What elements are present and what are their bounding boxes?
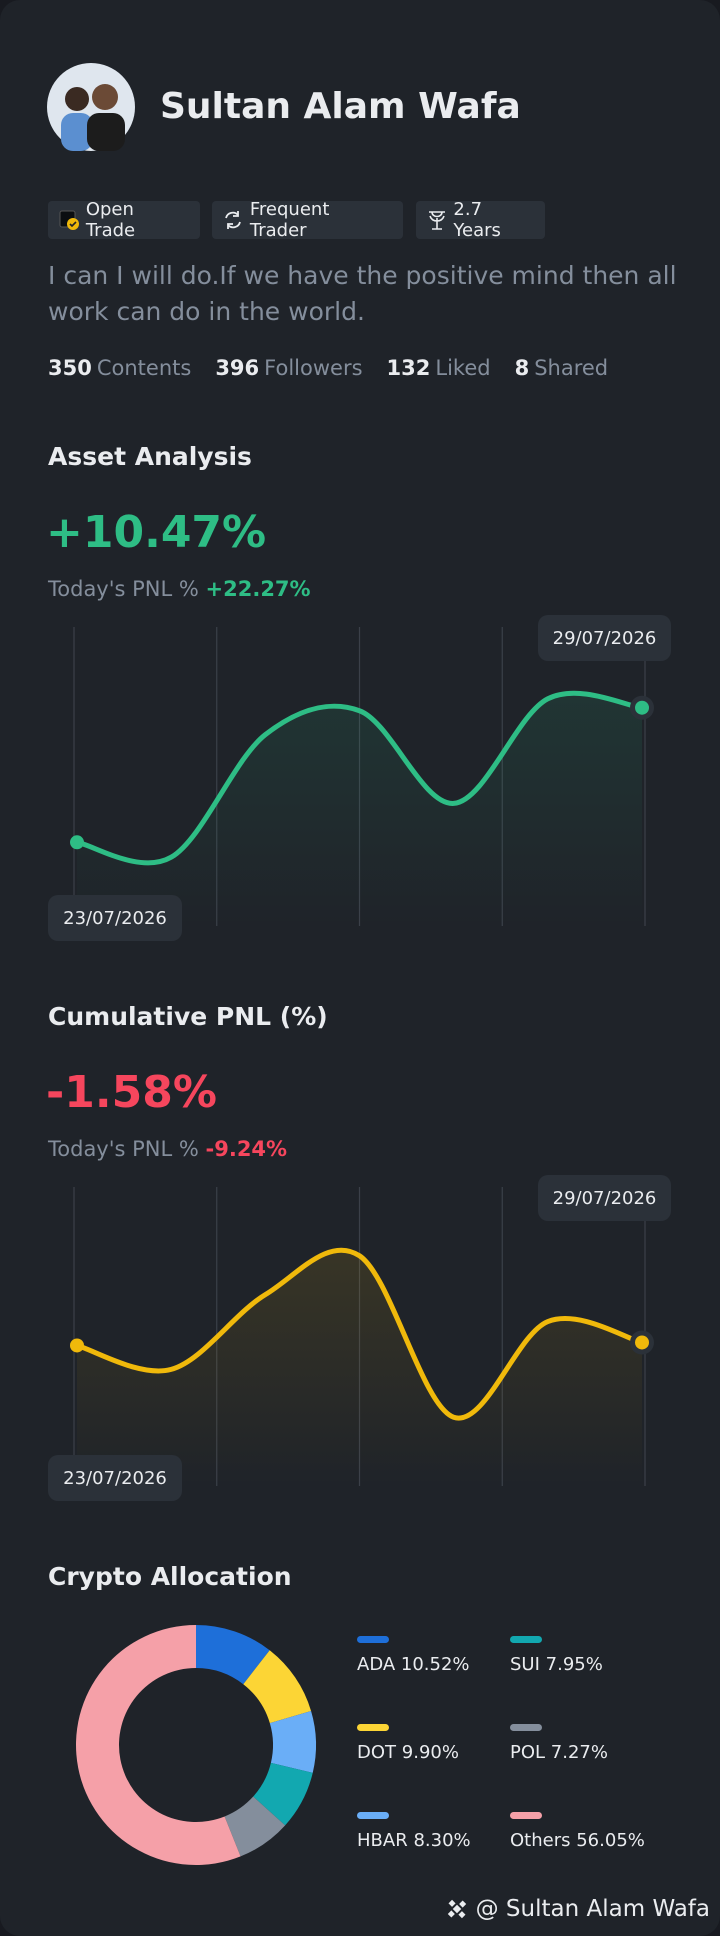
legend-swatch bbox=[510, 1812, 542, 1819]
stat-value: 350 bbox=[48, 356, 92, 380]
avatar bbox=[47, 63, 135, 151]
legend-label: SUI bbox=[510, 1654, 540, 1675]
donut-slice bbox=[269, 1710, 317, 1773]
stat-value: 396 bbox=[215, 356, 260, 380]
stat-value: 8 bbox=[514, 356, 530, 380]
stat-label: Liked bbox=[435, 356, 491, 380]
badge-icon bbox=[59, 210, 79, 230]
footer-text: @ Sultan Alam Wafa bbox=[475, 1896, 710, 1922]
pnl-label: Today's PNL % bbox=[47, 577, 199, 601]
legend-swatch bbox=[357, 1636, 389, 1643]
stats: 350 Contents 396 Followers 132 Liked 8 Shared bbox=[48, 356, 608, 380]
legend-entry: DOT 9.90% bbox=[357, 1742, 459, 1763]
stat-label: Contents bbox=[96, 356, 192, 380]
donut-slice bbox=[243, 1650, 312, 1724]
tooltip bbox=[48, 895, 182, 941]
point bbox=[70, 835, 84, 850]
legend-label: POL bbox=[510, 1742, 545, 1763]
stat: 396 Followers bbox=[215, 356, 362, 380]
tooltip bbox=[538, 615, 671, 661]
tooltip-date: 29/07/2026 bbox=[553, 628, 657, 649]
donut-slice bbox=[196, 1625, 270, 1685]
legend-label: Others bbox=[510, 1830, 571, 1851]
line bbox=[74, 1247, 645, 1421]
bio: I can I will do.If we have the positive … bbox=[48, 261, 677, 326]
stat-label: Followers bbox=[264, 356, 363, 380]
donut-slice bbox=[253, 1762, 313, 1826]
stat-label: Shared bbox=[534, 356, 609, 380]
pnl: Today's PNL % +22.27% bbox=[47, 577, 311, 601]
stat-value: 132 bbox=[386, 356, 431, 380]
legend-entry: HBAR 8.30% bbox=[357, 1830, 471, 1851]
profile-name: Sultan Alam Wafa bbox=[160, 86, 521, 127]
legend-label: HBAR bbox=[357, 1830, 408, 1851]
legend-swatch bbox=[510, 1724, 542, 1731]
legend-label: ADA bbox=[357, 1654, 396, 1675]
tooltip bbox=[48, 1455, 182, 1501]
footer: @ Sultan Alam Wafa bbox=[444, 1896, 710, 1922]
legend-value: 8.30% bbox=[413, 1830, 470, 1851]
legend-value: 7.27% bbox=[551, 1742, 608, 1763]
badge-icon bbox=[429, 211, 445, 230]
badge: Frequent Trader bbox=[212, 199, 403, 241]
stat: 350 Contents bbox=[48, 356, 191, 380]
legend-label: DOT bbox=[357, 1742, 397, 1763]
tooltip-date: 23/07/2026 bbox=[63, 908, 167, 929]
legend-value: 7.95% bbox=[546, 1654, 603, 1675]
tooltip-date: 29/07/2026 bbox=[553, 1188, 657, 1209]
donut-slice bbox=[76, 1625, 241, 1865]
legend-entry: SUI 7.95% bbox=[510, 1654, 603, 1675]
stat: 8 Shared bbox=[515, 356, 609, 380]
logo bbox=[447, 1899, 466, 1919]
pnl-value: -9.24% bbox=[206, 1137, 288, 1161]
donut-slice bbox=[224, 1796, 286, 1857]
legend-entry: Others 56.05% bbox=[510, 1830, 645, 1851]
legend-swatch bbox=[357, 1812, 389, 1819]
area bbox=[77, 1250, 642, 1486]
legend-swatch bbox=[357, 1724, 389, 1731]
legend-value: 10.52% bbox=[401, 1654, 470, 1675]
charts: Asset Analysis +10.47% Today's PNL % +22.2… bbox=[46, 442, 671, 1865]
legend-entry: POL 7.27% bbox=[510, 1742, 608, 1763]
point bbox=[635, 1335, 649, 1350]
badge-label: Open Trade bbox=[85, 199, 136, 241]
pnl-label: Today's PNL % bbox=[47, 1137, 199, 1161]
legend-swatch bbox=[510, 1636, 542, 1643]
area bbox=[77, 693, 642, 926]
point bbox=[635, 700, 649, 715]
tooltip-date: 23/07/2026 bbox=[63, 1468, 167, 1489]
headline: -1.58% bbox=[46, 1067, 217, 1118]
point bbox=[70, 1338, 84, 1353]
badge: 2.7 Years bbox=[416, 199, 545, 241]
section-title: Asset Analysis bbox=[48, 442, 252, 471]
section-title: Cumulative PNL (%) bbox=[48, 1002, 328, 1031]
badge-label: 2.7 Years bbox=[453, 199, 501, 241]
badge-icon bbox=[225, 211, 241, 229]
tooltip bbox=[538, 1175, 671, 1221]
legend-entry: ADA 10.52% bbox=[357, 1654, 470, 1675]
badge: Open Trade bbox=[48, 199, 200, 241]
legend-value: 56.05% bbox=[576, 1830, 645, 1851]
headline: +10.47% bbox=[46, 507, 266, 558]
legend-value: 9.90% bbox=[402, 1742, 459, 1763]
badge-label: Frequent Trader bbox=[249, 199, 330, 241]
pnl: Today's PNL % -9.24% bbox=[47, 1137, 287, 1161]
stat: 132 Liked bbox=[387, 356, 491, 380]
section-title: Crypto Allocation bbox=[48, 1562, 292, 1591]
pnl-value: +22.27% bbox=[206, 577, 311, 601]
line bbox=[74, 690, 645, 866]
